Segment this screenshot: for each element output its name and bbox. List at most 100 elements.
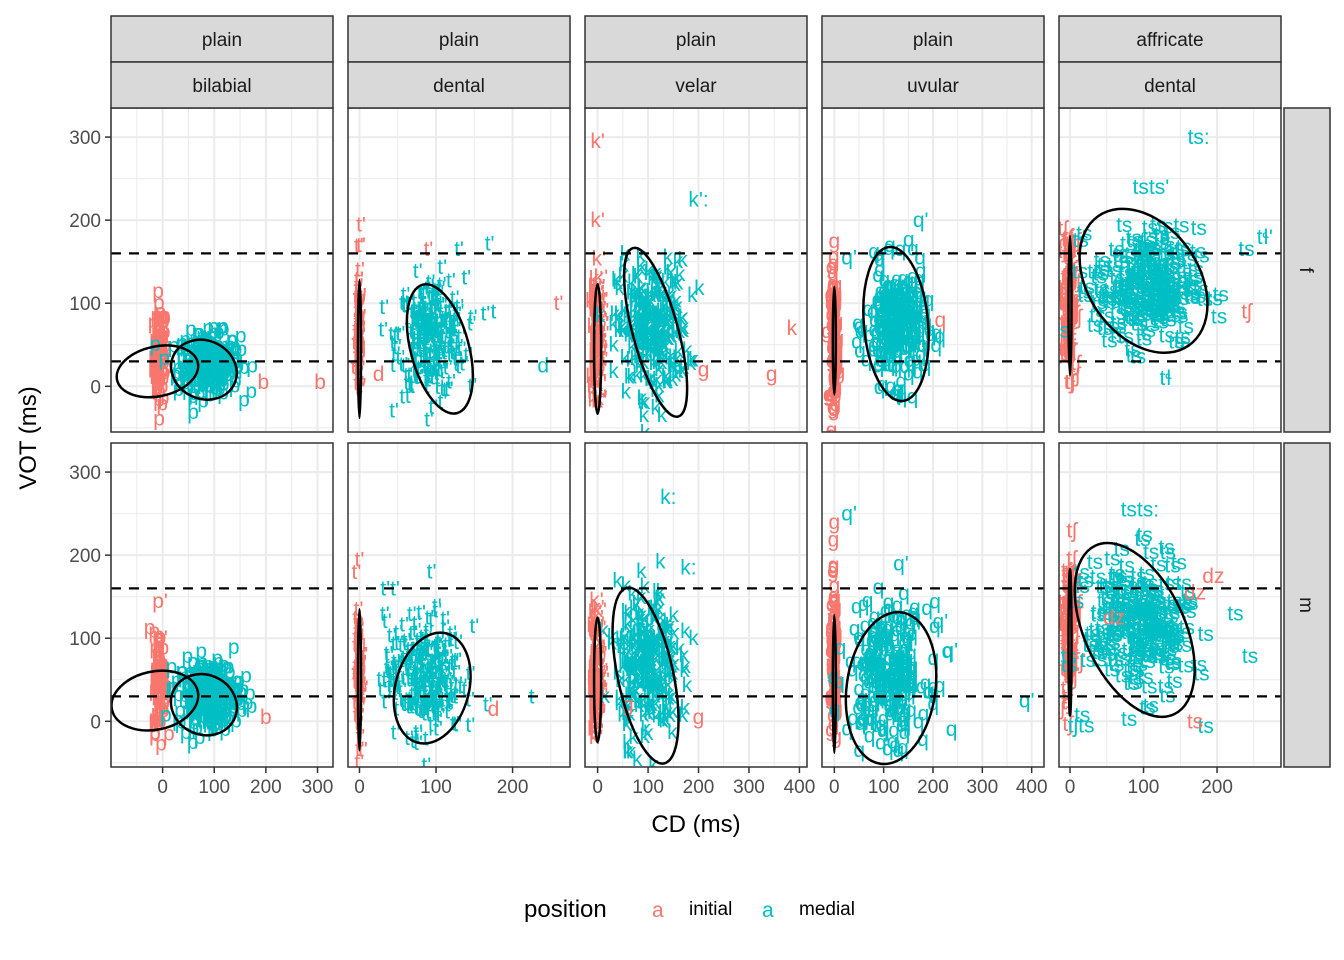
- data-point-medial: q: [892, 664, 904, 687]
- data-point-medial: k: [654, 385, 665, 408]
- data-point-initial: t': [354, 326, 364, 349]
- data-point-medial: k: [654, 587, 665, 610]
- data-point-medial: q: [897, 737, 909, 760]
- panel-content: gggggggggggggggggggggggggggggggggggggggg…: [822, 209, 1044, 432]
- data-point-medial: ts: [1121, 708, 1137, 731]
- data-point-medial: t': [424, 408, 434, 431]
- data-point-medial: p: [176, 660, 188, 683]
- data-point-medial: ts: [1113, 604, 1129, 627]
- data-point-medial: q: [942, 640, 954, 663]
- data-point-medial: p: [194, 356, 206, 379]
- data-point-medial: t': [425, 369, 435, 392]
- data-point-initial: tʃ: [1064, 286, 1077, 309]
- data-point-medial: t': [379, 296, 389, 319]
- data-point-medial: p: [222, 345, 234, 368]
- data-point-medial: t': [438, 675, 448, 698]
- data-point-medial: ts: [1105, 621, 1121, 644]
- data-point-medial: k: [661, 645, 672, 668]
- data-point-medial: ts: [1120, 233, 1136, 256]
- data-point-medial: t': [453, 353, 463, 376]
- data-point-medial: p: [236, 681, 248, 704]
- data-point-medial: p: [207, 321, 219, 344]
- data-point-medial: q: [881, 666, 893, 689]
- data-point-initial: p: [151, 322, 163, 345]
- data-point-medial: ts: [1131, 636, 1147, 659]
- data-point-medial: k: [631, 654, 642, 677]
- data-point-medial: ts: [1118, 286, 1134, 309]
- data-point-medial: t': [417, 321, 427, 344]
- data-point-medial: p: [224, 354, 236, 377]
- data-point-initial: g: [830, 380, 842, 403]
- data-point-medial: k: [658, 309, 669, 332]
- data-point-medial: k: [632, 622, 643, 645]
- data-point-medial: ts: [1125, 271, 1141, 294]
- data-point-medial: k: [617, 316, 628, 339]
- data-point-medial: t': [421, 281, 431, 304]
- data-point-initial: k': [590, 368, 605, 391]
- data-point-medial: t': [425, 320, 435, 343]
- data-point-medial: k: [609, 334, 620, 357]
- data-point-medial: ts: [1133, 245, 1149, 268]
- data-point-medial: k: [643, 627, 654, 650]
- data-point-medial: t': [413, 666, 423, 689]
- data-point-initial: p: [157, 310, 169, 333]
- data-point-medial: t': [424, 327, 434, 350]
- data-point-medial: k: [673, 353, 684, 376]
- data-point-initial: g: [826, 256, 838, 279]
- data-point-initial: k': [595, 322, 610, 345]
- data-point-initial: k': [592, 318, 607, 341]
- data-point-medial: ts: [1126, 624, 1142, 647]
- data-point-initial: t': [358, 683, 368, 706]
- data-point-medial: k: [654, 334, 665, 357]
- data-point-medial: p: [188, 717, 200, 740]
- data-point-medial: k: [646, 660, 657, 683]
- data-point-medial: p: [204, 687, 216, 710]
- data-point-medial: k: [638, 322, 649, 345]
- data-point-medial: q: [875, 664, 887, 687]
- data-point-medial: p: [215, 694, 227, 717]
- data-point-medial: p: [210, 670, 222, 693]
- data-point-initial: g: [832, 311, 844, 334]
- data-point-medial: k: [665, 262, 676, 285]
- data-point-medial: ts: [1150, 214, 1166, 237]
- data-point-medial: ts: [1157, 263, 1173, 286]
- data-point-medial: t': [430, 322, 440, 345]
- data-point-medial: k: [659, 649, 670, 672]
- data-point-medial: q: [914, 246, 926, 269]
- data-point-medial: q: [871, 330, 883, 353]
- data-point-medial: t': [410, 308, 420, 331]
- data-point-medial: q: [897, 290, 909, 313]
- data-point-initial: p: [160, 673, 172, 696]
- data-point-medial: t': [426, 364, 436, 387]
- data-point-medial: ts: [1141, 610, 1157, 633]
- data-point-initial: g: [827, 276, 839, 299]
- data-point-medial: p: [210, 349, 222, 372]
- data-point-medial: t': [419, 316, 429, 339]
- data-point-medial: q: [885, 310, 897, 333]
- data-point-medial: k: [669, 622, 680, 645]
- data-point-medial: t': [415, 318, 425, 341]
- data-point-medial: p: [181, 352, 193, 375]
- data-point-medial: p: [192, 335, 204, 358]
- data-point-medial: p: [196, 365, 208, 388]
- data-point-medial: ts: [1166, 650, 1182, 673]
- data-point-medial: k: [682, 674, 693, 697]
- data-point-medial: ts: [1106, 624, 1122, 647]
- data-point-medial: t': [437, 256, 447, 279]
- data-point-medial: q: [908, 322, 920, 345]
- data-point-medial: k: [633, 686, 644, 709]
- data-point-initial: k': [589, 340, 604, 363]
- data-point-medial: ts: [1133, 598, 1149, 621]
- data-point-medial: t': [422, 354, 432, 377]
- data-point-medial: ts: [1168, 331, 1184, 354]
- data-point-medial: ts: [1122, 600, 1138, 623]
- data-point-medial: k: [642, 655, 653, 678]
- data-point-medial: q: [889, 623, 901, 646]
- data-point-medial: k: [636, 332, 647, 355]
- data-point-medial: p: [203, 348, 215, 371]
- data-point-medial: q: [847, 707, 859, 730]
- data-point-medial: p: [201, 664, 213, 687]
- data-point-medial: k: [639, 607, 650, 630]
- data-point-medial: q: [853, 677, 865, 700]
- x-tick-label: 100: [868, 777, 900, 798]
